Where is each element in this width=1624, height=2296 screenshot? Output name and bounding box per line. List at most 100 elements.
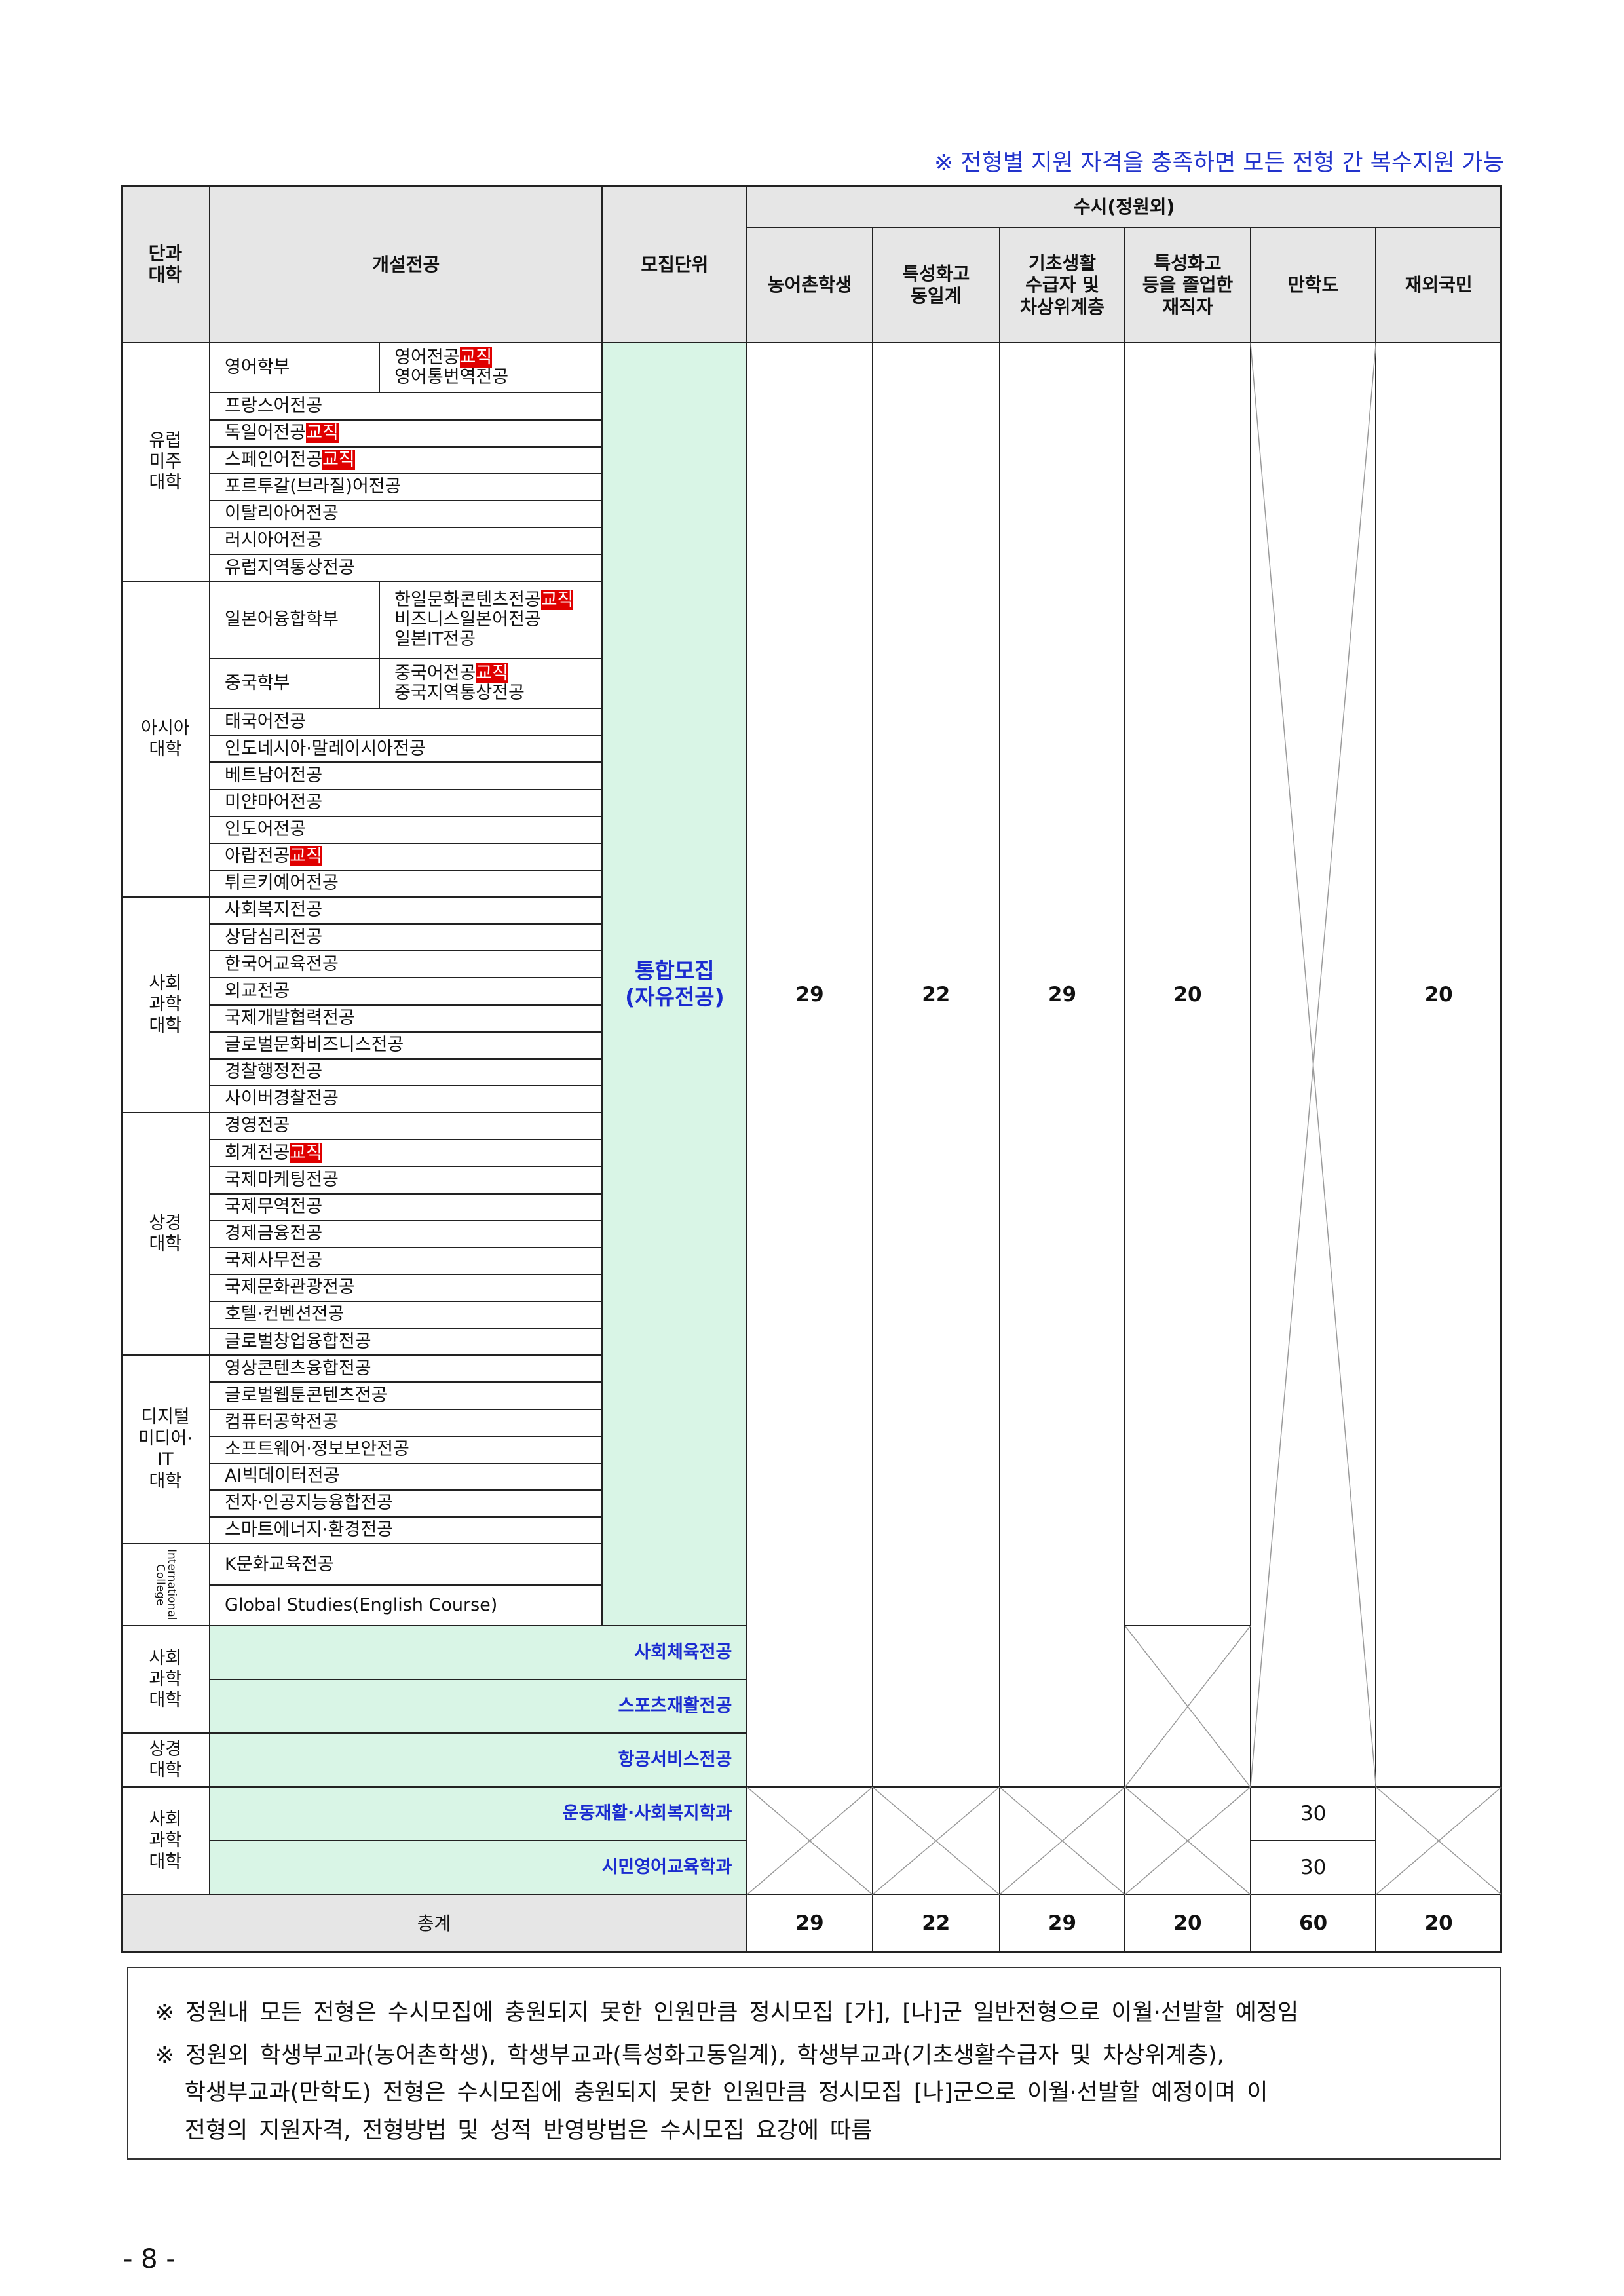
major-line: 글로벌문화비즈니스전공 — [225, 1035, 404, 1056]
major-name: 전자·인공지능융합전공 — [225, 1493, 393, 1514]
value: 20 — [1173, 982, 1202, 1006]
total-cell: 29 — [746, 1894, 873, 1953]
value-cell: 22 — [871, 341, 1000, 1788]
major-line: 호텔·컨벤션전공 — [225, 1304, 344, 1325]
major-name: 미얀마어전공 — [225, 792, 323, 813]
value-cell: 20 — [1375, 341, 1502, 1788]
cross-line — [1124, 1786, 1251, 1895]
major-name: 외교전공 — [225, 980, 290, 1001]
major-cell: 글로벌웹툰콘텐츠전공 — [209, 1381, 603, 1410]
notice: ※ 전형별 지원 자격을 충족하면 모든 전형 간 복수지원 가능 — [934, 150, 1504, 176]
cross-line — [746, 1786, 873, 1895]
major-name: 영어통번역전공 — [394, 367, 509, 388]
college-cell: 사회 과학 대학 — [120, 1625, 210, 1734]
major-cell: 튀르키예어전공 — [209, 869, 603, 898]
teaching-tag: 교직 — [322, 450, 355, 470]
major-line: 튀르키예어전공 — [225, 873, 339, 894]
unit-cell: 스포츠재활전공 — [209, 1679, 748, 1734]
major-cell: 독일어전공교직 — [209, 419, 603, 448]
major-name: 스페인어전공 — [225, 450, 323, 470]
college-name: 디지털 미디어· IT 대학 — [138, 1407, 193, 1491]
unit-name: 항공서비스전공 — [618, 1750, 732, 1770]
major-cell: 한국어교육전공 — [209, 950, 603, 979]
major-name: 국제마케팅전공 — [225, 1169, 339, 1190]
teaching-tag: 교직 — [540, 590, 574, 611]
header-cell: 기초생활 수급자 및 차상위계층 — [998, 227, 1126, 343]
major-line: 일본IT전공 — [394, 628, 476, 649]
major-line: 경찰행정전공 — [225, 1062, 322, 1082]
college-name: 아시아 대학 — [141, 718, 190, 760]
total-cell: 20 — [1124, 1894, 1251, 1953]
major-name: 상담심리전공 — [225, 927, 323, 947]
major-name: 국제문화관광전공 — [225, 1277, 355, 1298]
major-line: 포르투갈(브라질)어전공 — [225, 476, 401, 497]
header-text: 수시(정원외) — [1073, 195, 1175, 218]
major-line: 경영전공 — [225, 1115, 290, 1136]
total-value: 20 — [1173, 1911, 1202, 1935]
footnote-line: 학생부교과(만학도) 전형은 수시모집에 충원되지 못한 인원만큼 정시모집 [… — [184, 2079, 1268, 2106]
footnote-line: 전형의 지원자격, 전형방법 및 성적 반영방법은 수시모집 요강에 따름 — [184, 2118, 873, 2145]
major-line: 독일어전공교직 — [225, 422, 339, 444]
major-line: K문화교육전공 — [225, 1554, 334, 1575]
major-name: 프랑스어전공 — [225, 395, 323, 416]
major-name: 국제무역전공 — [225, 1196, 323, 1217]
major-name: 경찰행정전공 — [225, 1062, 323, 1082]
major-cell: 영상콘텐츠융합전공 — [209, 1354, 603, 1383]
major-name: 국제사무전공 — [225, 1250, 323, 1271]
major-name: 베트남어전공 — [225, 765, 323, 786]
major-line: 비즈니스일본어전공 — [394, 610, 541, 630]
footnote-box — [127, 1967, 1501, 2160]
college-cell: 사회 과학 대학 — [120, 1786, 210, 1896]
major-line: 프랑스어전공 — [225, 396, 322, 417]
major-cell: 중국어전공교직 중국지역통상전공 — [379, 657, 603, 710]
major-name: 인도어전공 — [225, 819, 307, 840]
major-cell: Global Studies(English Course) — [209, 1584, 603, 1627]
dept-name: 일본어융합학부 — [225, 609, 339, 630]
major-name: 일본IT전공 — [394, 628, 476, 649]
unit-cell: 시민영어교육학과 — [209, 1840, 748, 1896]
total-cell: 22 — [871, 1894, 1000, 1953]
major-name: 글로벌문화비즈니스전공 — [225, 1035, 404, 1056]
major-cell: 베트남어전공 — [209, 761, 603, 790]
header-text: 특성화고 등을 졸업한 재직자 — [1142, 252, 1234, 318]
value: 29 — [1048, 982, 1077, 1006]
major-name: 경영전공 — [225, 1115, 290, 1136]
major-line: AI빅데이터전공 — [225, 1466, 339, 1487]
major-name: 글로벌웹툰콘텐츠전공 — [225, 1385, 388, 1406]
major-cell: 경제금융전공 — [209, 1219, 603, 1248]
major-line: 중국지역통상전공 — [394, 683, 525, 703]
major-cell: 아랍전공교직 — [209, 842, 603, 871]
major-name: 포르투갈(브라질)어전공 — [225, 476, 402, 497]
header-cell: 개설전공 — [209, 185, 603, 343]
major-cell: 한일문화콘텐츠전공교직 비즈니스일본어전공 일본IT전공 — [379, 581, 603, 659]
table-frame — [120, 185, 1502, 1953]
major-name: 한국어교육전공 — [225, 953, 339, 974]
unit-cell: 통합모집 (자유전공) — [601, 341, 748, 1627]
major-line: 국제무역전공 — [225, 1196, 322, 1217]
unit-name: 사회체육전공 — [634, 1642, 732, 1663]
header-cell: 수시(정원외) — [746, 185, 1502, 229]
header-cell: 만학도 — [1249, 227, 1377, 343]
total-value: 29 — [1048, 1911, 1077, 1935]
major-line: 국제마케팅전공 — [225, 1170, 339, 1191]
teaching-tag: 교직 — [306, 422, 339, 443]
major-name: 컴퓨터공학전공 — [225, 1411, 339, 1432]
major-line: 베트남어전공 — [225, 765, 322, 786]
major-line: 사회복지전공 — [225, 900, 322, 921]
major-line: 인도어전공 — [225, 819, 306, 840]
major-cell: 외교전공 — [209, 977, 603, 1006]
major-name: 경제금융전공 — [225, 1223, 323, 1244]
major-line: 국제사무전공 — [225, 1250, 322, 1271]
header-cell: 특성화고 등을 졸업한 재직자 — [1124, 227, 1251, 343]
major-name: 한일문화콘텐츠전공 — [394, 590, 541, 611]
major-line: 스마트에너지·환경전공 — [225, 1520, 393, 1540]
unit-name: 스포츠재활전공 — [618, 1696, 732, 1717]
major-name: 사이버경찰전공 — [225, 1088, 339, 1109]
college-name: 사회 과학 대학 — [149, 1647, 182, 1711]
value-cell: 29 — [998, 341, 1126, 1788]
major-cell: 소프트웨어·정보보안전공 — [209, 1435, 603, 1464]
unit-name: 시민영어교육학과 — [601, 1857, 732, 1878]
total-value: 22 — [922, 1911, 951, 1935]
major-name: 국제개발협력전공 — [225, 1007, 355, 1028]
